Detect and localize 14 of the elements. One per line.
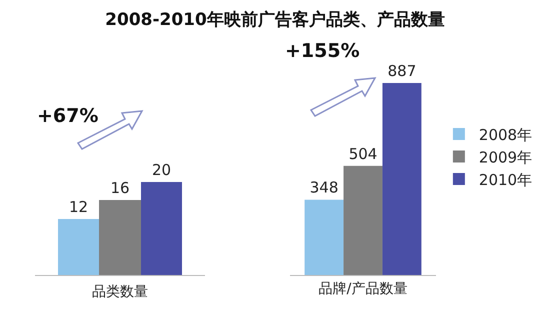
x-axis-title: 品类数量 [92, 284, 148, 300]
text: +155% [285, 40, 360, 62]
legend-label: 2009年 [478, 148, 532, 166]
data-label: 504 [348, 144, 378, 163]
data-label: 16 [110, 179, 130, 197]
data-label: 348 [310, 178, 338, 197]
text: 2008-2010年映前广告客户品类、产品数量 [104, 9, 446, 31]
data-label: 12 [68, 198, 88, 216]
data-label: 20 [152, 161, 172, 179]
x-tick-label: 品牌/产品数量 [318, 280, 408, 297]
legend-label: 2010年 [478, 170, 532, 189]
data-label: 887 [388, 62, 416, 80]
legend-label: 2008年 [478, 126, 532, 144]
text: +67% [37, 105, 98, 127]
